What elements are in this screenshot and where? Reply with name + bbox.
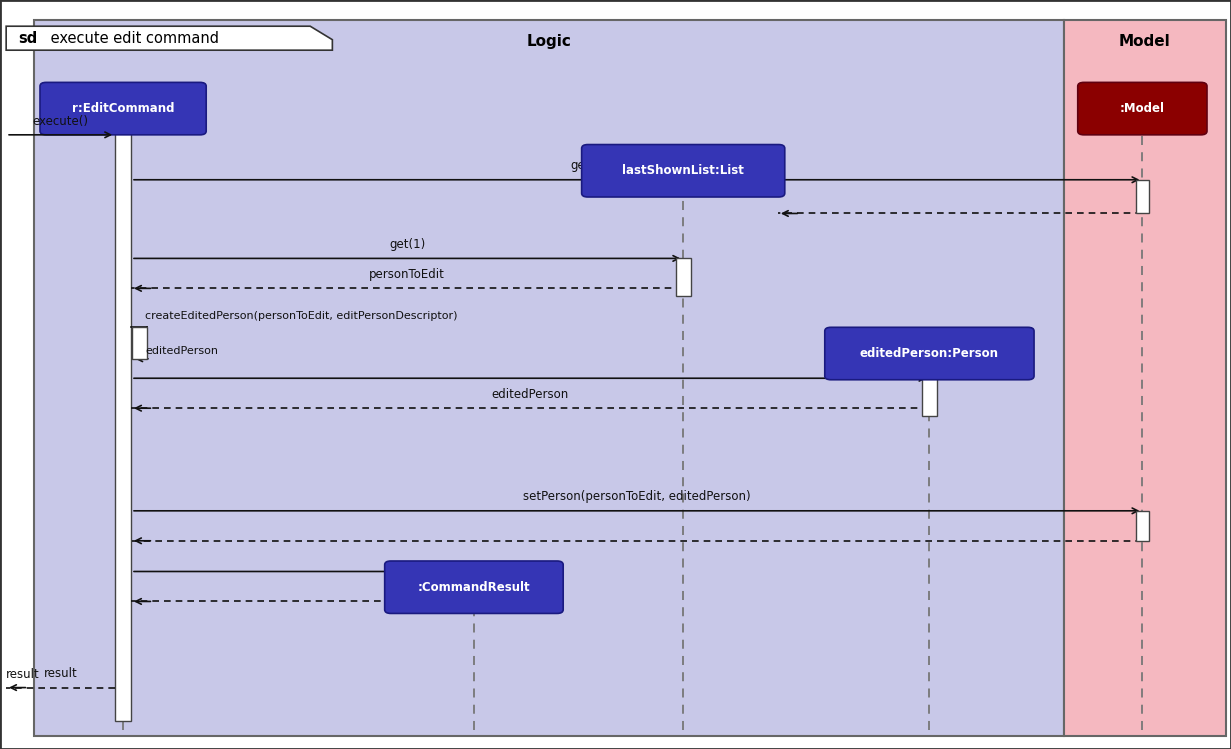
Text: personToEdit: personToEdit (369, 268, 446, 281)
Polygon shape (6, 26, 332, 50)
Text: r:EditCommand: r:EditCommand (71, 102, 175, 115)
FancyBboxPatch shape (582, 145, 785, 197)
Text: get(1): get(1) (389, 238, 425, 251)
Text: result: result (6, 668, 39, 681)
Text: Logic: Logic (527, 34, 571, 49)
FancyBboxPatch shape (1135, 511, 1150, 541)
FancyBboxPatch shape (1078, 82, 1206, 135)
Text: getFilteredPersonList(): getFilteredPersonList() (570, 160, 703, 172)
Text: editedPerson:Person: editedPerson:Person (860, 347, 998, 360)
Text: Model: Model (1119, 34, 1171, 49)
FancyBboxPatch shape (39, 82, 207, 135)
Text: createEditedPerson(personToEdit, editPersonDescriptor): createEditedPerson(personToEdit, editPer… (145, 312, 458, 321)
Text: :Model: :Model (1120, 102, 1165, 115)
Text: editedPerson: editedPerson (145, 346, 218, 356)
Text: result: result (44, 667, 78, 680)
FancyBboxPatch shape (825, 327, 1034, 380)
Text: lastShownList:List: lastShownList:List (622, 164, 745, 178)
Text: setPerson(personToEdit, editedPerson): setPerson(personToEdit, editedPerson) (523, 491, 751, 503)
FancyBboxPatch shape (676, 258, 691, 296)
Text: :CommandResult: :CommandResult (417, 580, 531, 594)
Text: execute edit command: execute edit command (46, 31, 219, 46)
FancyBboxPatch shape (34, 20, 1064, 736)
FancyBboxPatch shape (116, 129, 130, 721)
FancyBboxPatch shape (1064, 20, 1226, 736)
FancyBboxPatch shape (1135, 180, 1150, 213)
Text: editedPerson: editedPerson (491, 388, 569, 401)
FancyBboxPatch shape (133, 327, 148, 359)
FancyBboxPatch shape (468, 571, 480, 601)
Text: execute(): execute() (33, 115, 89, 128)
FancyBboxPatch shape (922, 378, 937, 416)
FancyBboxPatch shape (384, 561, 563, 613)
Text: sd: sd (18, 31, 38, 46)
